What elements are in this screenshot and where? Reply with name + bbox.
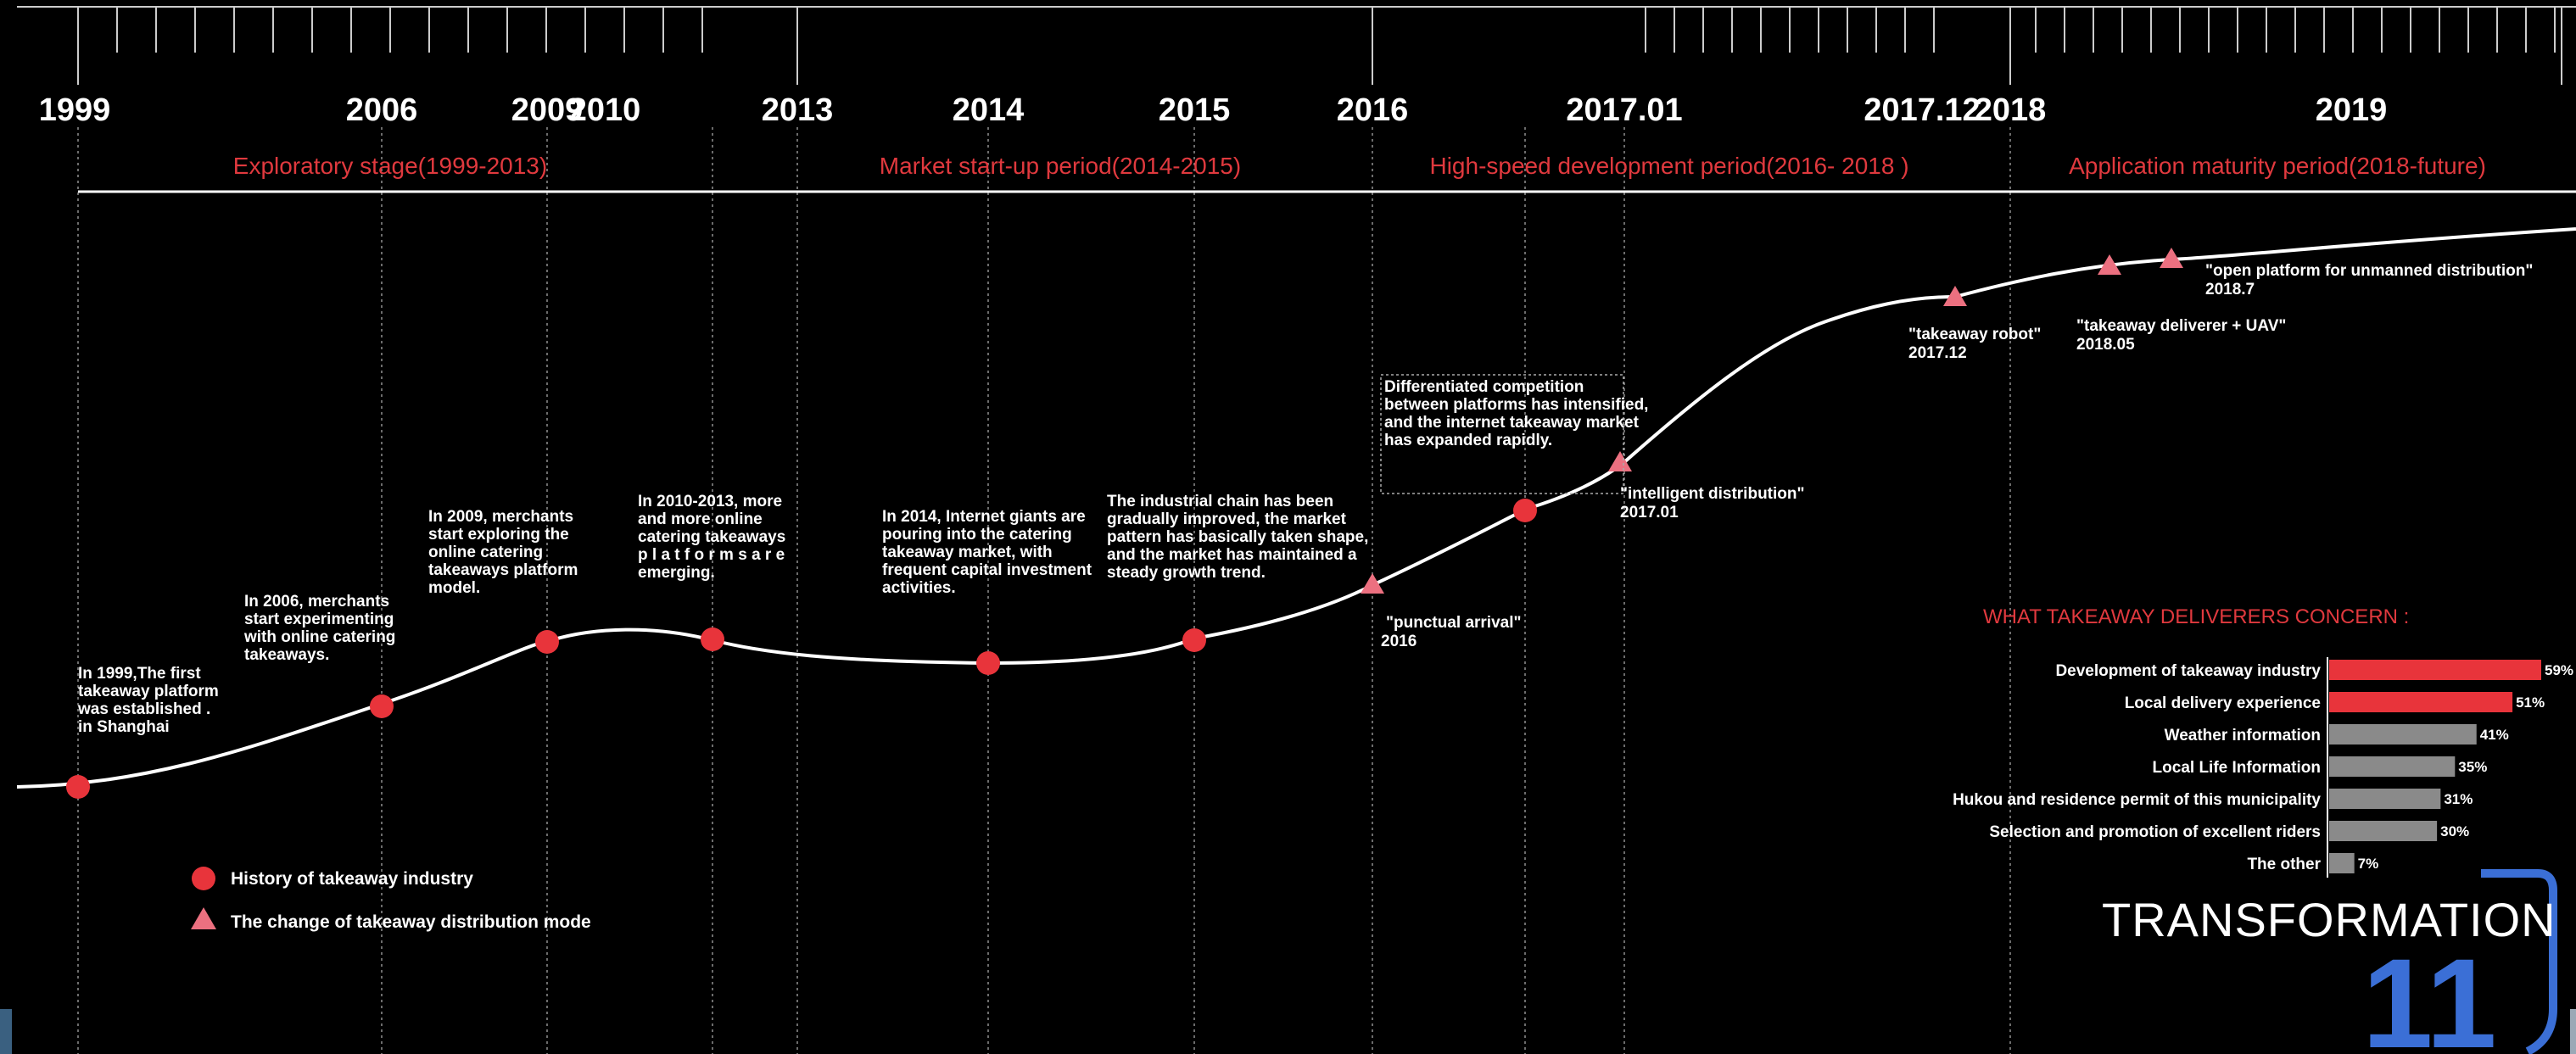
history-note-2015: The industrial chain has been gradually … (1107, 493, 1373, 582)
concern-value-label: 7% (2358, 856, 2379, 872)
mode-label-unmanned-platform: "open platform for unmanned distribution… (2205, 262, 2538, 298)
concern-bar (2329, 692, 2513, 712)
mode-label-deliverer-uav: "takeaway deliverer + UAV" 2018.05 (2076, 317, 2291, 354)
year-label-2017-12: 2017.12 (1864, 92, 1980, 128)
year-label-2018: 2018 (1975, 92, 2047, 128)
history-note-1999: In 1999,The first takeaway platform was … (77, 665, 223, 736)
year-label-2014: 2014 (953, 92, 1025, 128)
brand-number: 11 (2362, 932, 2497, 1054)
concern-category-label: The other (2247, 856, 2321, 873)
concern-category-label: Local delivery experience (2125, 694, 2321, 712)
concern-chart: WHAT TAKEAWAY DELIVERERS CONCERN : Devel… (1953, 605, 2573, 878)
year-label-2016: 2016 (1337, 92, 1409, 128)
concern-category-label: Development of takeaway industry (2055, 662, 2321, 680)
legend-circle-icon (192, 867, 215, 890)
concern-category-label: Weather information (2165, 727, 2321, 744)
legend-triangle-icon (191, 907, 216, 929)
concern-value-label: 35% (2458, 759, 2487, 775)
history-marker-1999 (66, 775, 90, 799)
year-label-2017-01: 2017.01 (1566, 92, 1682, 128)
history-note-2006: In 2006, merchants start experimenting w… (243, 593, 400, 664)
concern-bar (2329, 789, 2441, 809)
concern-bar (2329, 756, 2456, 777)
right-edge-accent (2570, 1009, 2576, 1054)
stage-labels: Exploratory stage(1999-2013) Market star… (233, 153, 2486, 179)
mode-marker-intelligent-distribution (1608, 451, 1632, 471)
year-ticks (77, 7, 2562, 85)
year-label-2010: 2010 (569, 92, 641, 128)
history-marker-2010-2013 (701, 627, 724, 651)
history-marker-2009 (535, 630, 559, 654)
concern-bar (2329, 821, 2438, 841)
year-labels: 1999 2006 2009 2010 2013 2014 2015 2016 … (39, 92, 2388, 128)
stage-label-maturity: Application maturity period(2018-future) (2069, 153, 2486, 179)
year-label-2006: 2006 (346, 92, 418, 128)
concern-bars: Development of takeaway industry 59% Local… (1953, 660, 2573, 873)
history-marker-2016 (1513, 499, 1537, 522)
legend: History of takeaway industry The change … (191, 867, 591, 932)
stage-label-exploratory: Exploratory stage(1999-2013) (233, 153, 547, 179)
concern-category-label: Hukou and residence permit of this munic… (1953, 791, 2321, 809)
concern-value-label: 41% (2480, 727, 2509, 743)
left-edge-accent (0, 1009, 12, 1054)
stage-label-high-speed: High-speed development period(2016- 2018… (1429, 153, 1908, 179)
mode-label-punctual-arrival: "punctual arrival" 2016 (1381, 614, 1526, 650)
legend-mode-label: The change of takeaway distribution mode (231, 912, 591, 932)
concern-value-label: 51% (2516, 694, 2545, 711)
history-marker-2006 (370, 694, 394, 718)
mode-labels: "punctual arrival" 2016 "intelligent dis… (1381, 262, 2538, 650)
concern-value-label: 30% (2440, 823, 2469, 839)
history-note-2016-box (1380, 374, 1624, 494)
mode-marker-deliverer-uav (2098, 254, 2121, 275)
mode-label-intelligent-distribution: "intelligent distribution" 2017.01 (1620, 485, 1809, 521)
history-note-2009: In 2009, merchants start exploring the o… (428, 508, 583, 597)
growth-curve (16, 227, 2576, 789)
history-note-2010-2013: In 2010-2013, more and more online cater… (638, 493, 791, 582)
history-marker-2015 (1182, 628, 1206, 652)
brand-swoosh-icon (2481, 869, 2557, 1054)
concern-category-label: Selection and promotion of excellent rid… (1989, 823, 2321, 841)
concern-category-label: Local Life Information (2153, 759, 2321, 777)
year-label-2019: 2019 (2316, 92, 2388, 128)
year-label-2009: 2009 (511, 92, 584, 128)
concern-value-label: 59% (2545, 662, 2573, 678)
concern-bar (2329, 853, 2355, 873)
concern-bar (2329, 660, 2541, 680)
year-label-2013: 2013 (762, 92, 834, 128)
concern-bar (2329, 724, 2477, 744)
history-note-2016: Differentiated competition between platf… (1384, 378, 1653, 449)
mode-marker-unmanned-platform (2160, 248, 2183, 268)
legend-history-label: History of takeaway industry (231, 869, 473, 889)
stage-label-market-startup: Market start-up period(2014-2015) (880, 153, 1241, 179)
history-markers (66, 499, 1537, 799)
mode-marker-punctual-arrival (1361, 573, 1384, 594)
brand-word: TRANSFORMATION (2102, 893, 2556, 946)
mode-markers (1361, 248, 2183, 594)
mode-marker-takeaway-robot (1943, 286, 1967, 306)
history-marker-2014 (976, 651, 1000, 675)
brand-logo: 11 TRANSFORMATION (2102, 869, 2557, 1054)
concern-chart-title: WHAT TAKEAWAY DELIVERERS CONCERN : (1983, 605, 2409, 628)
history-notes: In 1999,The first takeaway platform was … (77, 374, 1653, 736)
year-label-2015: 2015 (1159, 92, 1231, 128)
history-note-2014: In 2014, Internet giants are pouring int… (882, 508, 1096, 597)
concern-value-label: 31% (2444, 791, 2473, 807)
mode-label-takeaway-robot: "takeaway robot" 2017.12 (1908, 326, 2046, 362)
year-label-1999: 1999 (39, 92, 111, 128)
